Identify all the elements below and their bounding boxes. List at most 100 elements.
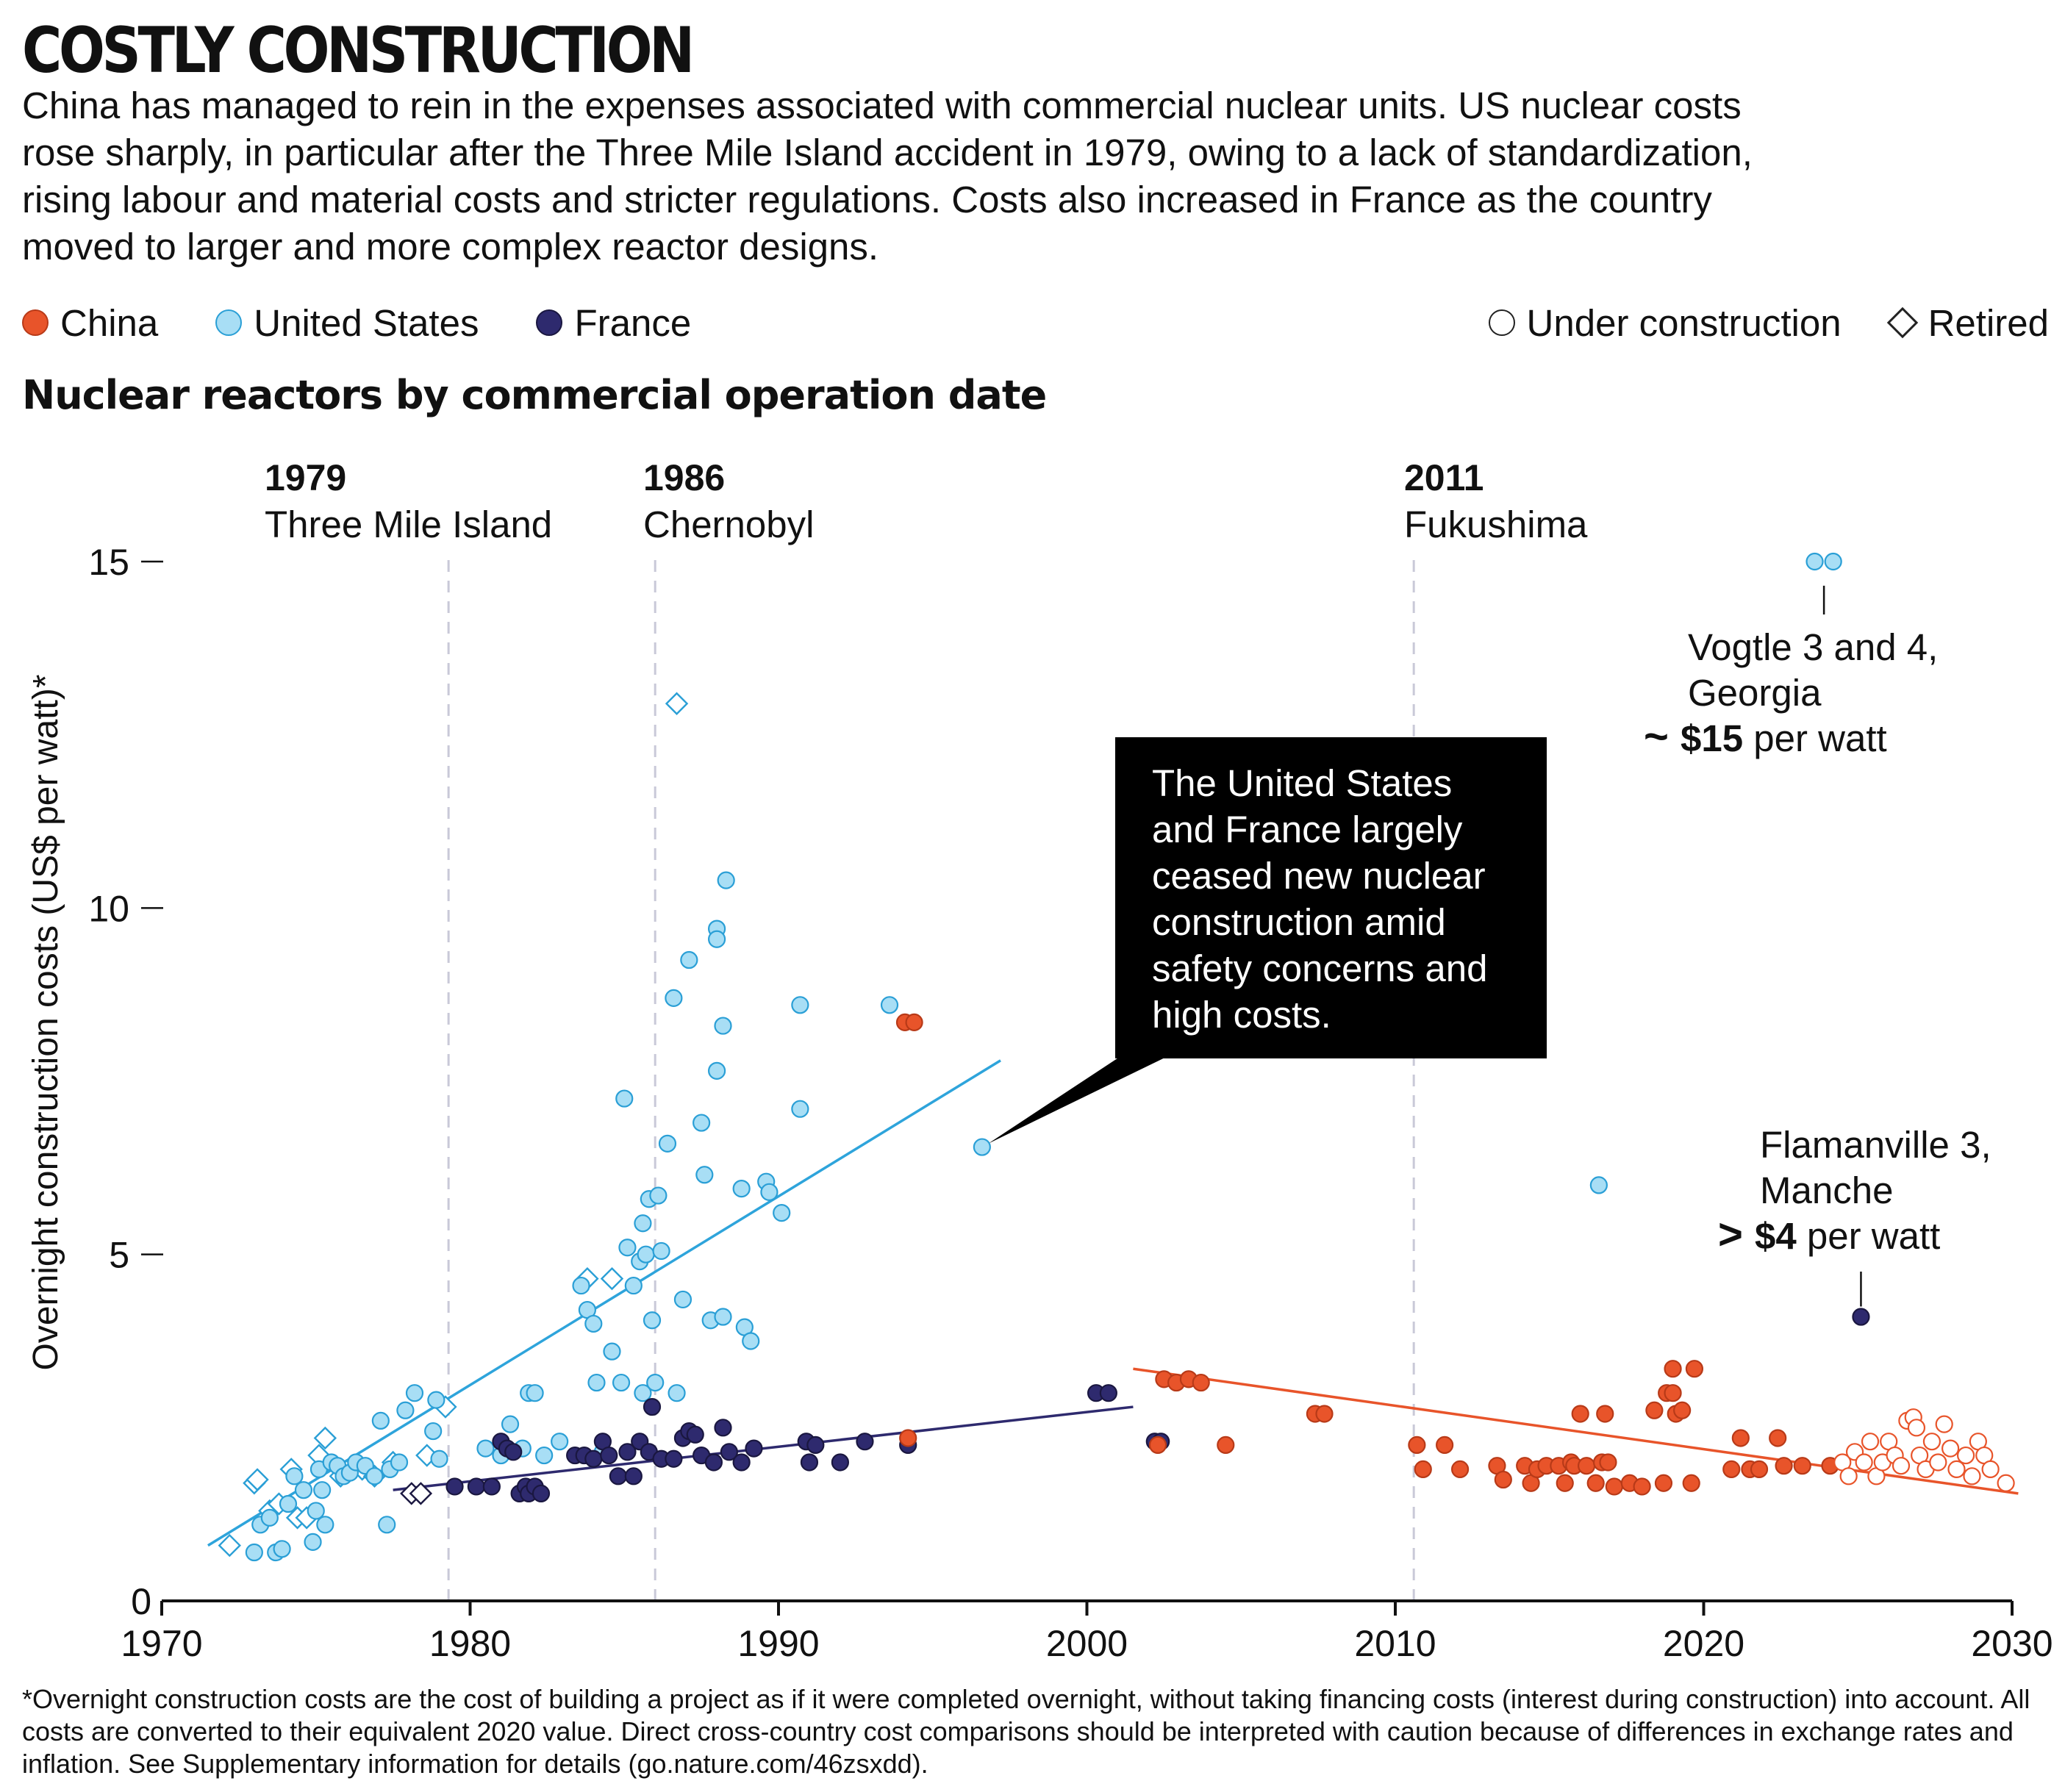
china-point-13 bbox=[1436, 1436, 1454, 1455]
france-point-23 bbox=[665, 1449, 683, 1468]
china-under-construction-point-20 bbox=[1956, 1446, 1975, 1465]
china-point-16 bbox=[1494, 1470, 1512, 1489]
callout-pointer bbox=[988, 1051, 1178, 1144]
china-point-7 bbox=[1192, 1373, 1210, 1392]
us-point-27 bbox=[427, 1391, 445, 1409]
france-point-0 bbox=[445, 1477, 464, 1496]
china-under-construction-point-3 bbox=[1855, 1453, 1873, 1472]
country-legend: China United States France bbox=[22, 297, 748, 348]
x-tick-label-1990: 1990 bbox=[737, 1623, 819, 1664]
us-point-5 bbox=[279, 1494, 298, 1513]
callout-line-0: The United States bbox=[1152, 762, 1452, 804]
vogtle-cost-label: ~ $15 per watt bbox=[1644, 713, 1887, 761]
us-retired-point-0 bbox=[218, 1533, 241, 1558]
us-point-59 bbox=[673, 1290, 692, 1309]
us-point-49 bbox=[634, 1384, 652, 1402]
us-point-8 bbox=[304, 1533, 322, 1551]
us-point-61 bbox=[692, 1114, 711, 1132]
france-point-10 bbox=[532, 1484, 551, 1502]
trendline-china bbox=[1133, 1367, 2019, 1495]
france-point-37 bbox=[856, 1433, 874, 1451]
china-point-27 bbox=[1586, 1474, 1605, 1492]
china-dot-icon bbox=[22, 309, 49, 336]
legend-item-united-states: United States bbox=[215, 301, 479, 345]
france-point-34 bbox=[800, 1453, 819, 1472]
callout-line-3: construction amid bbox=[1152, 901, 1446, 943]
france-point-32 bbox=[745, 1439, 763, 1458]
us-point-36 bbox=[551, 1433, 569, 1451]
us-point-62 bbox=[695, 1166, 714, 1184]
china-under-construction-point-1 bbox=[1839, 1467, 1858, 1485]
france-retired-point-1 bbox=[409, 1482, 433, 1505]
us-point-76 bbox=[791, 996, 809, 1014]
us-point-75 bbox=[773, 1204, 791, 1222]
us-point-65 bbox=[707, 930, 726, 948]
us-point-60 bbox=[680, 950, 698, 970]
france-point-31 bbox=[732, 1453, 751, 1472]
callout-line-2: ceased new nuclear bbox=[1152, 855, 1486, 897]
china-point-41 bbox=[1682, 1474, 1700, 1492]
france-point-43 bbox=[1852, 1308, 1870, 1326]
united-states-dot-icon bbox=[215, 309, 243, 336]
vogtle-label-line-0: Vogtle 3 and 4, bbox=[1688, 626, 1938, 668]
callout-line-1: and France largely bbox=[1152, 809, 1463, 850]
us-point-11 bbox=[313, 1481, 332, 1499]
us-point-35 bbox=[535, 1446, 554, 1465]
us-point-7 bbox=[294, 1481, 313, 1499]
chart-subtitle: China has managed to rein in the expense… bbox=[22, 85, 1753, 268]
china-under-construction-point-9 bbox=[1892, 1457, 1911, 1475]
france-point-40 bbox=[1099, 1384, 1117, 1402]
us-point-28 bbox=[430, 1449, 448, 1468]
china-point-46 bbox=[1750, 1460, 1769, 1478]
china-under-construction-point-17 bbox=[1935, 1415, 1953, 1433]
y-tick-label-10: 10 bbox=[88, 888, 129, 929]
china-point-29 bbox=[1596, 1405, 1614, 1423]
x-tick-label-2000: 2000 bbox=[1046, 1623, 1128, 1664]
us-point-22 bbox=[390, 1453, 409, 1472]
us-point-29 bbox=[476, 1439, 495, 1458]
us-point-42 bbox=[603, 1342, 621, 1361]
event-label-1979: Three Mile Island bbox=[265, 503, 552, 545]
us-point-34 bbox=[526, 1384, 544, 1402]
china-point-26 bbox=[1577, 1457, 1596, 1475]
legend-item-france: France bbox=[536, 301, 691, 345]
china-under-construction-point-12 bbox=[1907, 1419, 1926, 1437]
china-point-11 bbox=[1408, 1436, 1426, 1455]
us-point-25 bbox=[405, 1384, 424, 1402]
us-point-26 bbox=[424, 1422, 443, 1441]
france-point-30 bbox=[720, 1443, 738, 1461]
china-point-10 bbox=[1315, 1405, 1334, 1423]
france-point-28 bbox=[704, 1453, 723, 1472]
us-retired-point-18 bbox=[665, 692, 689, 715]
legend-label-united-states: United States bbox=[254, 301, 479, 344]
callout-box bbox=[1115, 737, 1547, 1058]
us-point-9 bbox=[307, 1502, 325, 1520]
us-point-77 bbox=[791, 1100, 809, 1118]
us-point-23 bbox=[396, 1401, 415, 1419]
x-tick-label-1980: 1980 bbox=[429, 1623, 511, 1664]
us-point-46 bbox=[624, 1276, 643, 1295]
us-point-54 bbox=[649, 1186, 668, 1205]
china-under-construction-point-19 bbox=[1947, 1460, 1966, 1478]
flamanville-label-line-0: Flamanville 3, bbox=[1760, 1124, 1991, 1166]
us-point-78 bbox=[880, 996, 899, 1014]
flamanville-cost-label: > $4 per watt bbox=[1718, 1211, 1940, 1258]
us-point-24 bbox=[378, 1516, 396, 1534]
us-point-69 bbox=[717, 871, 735, 889]
china-point-22 bbox=[1556, 1474, 1574, 1492]
france-point-36 bbox=[831, 1453, 850, 1472]
us-point-66 bbox=[707, 1061, 726, 1080]
us-point-45 bbox=[618, 1239, 637, 1257]
y-tick-label-5: 5 bbox=[109, 1235, 129, 1276]
china-point-1 bbox=[905, 1013, 923, 1031]
y-axis-label: Overnight construction costs (US$ per wa… bbox=[26, 674, 65, 1370]
us-point-56 bbox=[658, 1134, 677, 1153]
china-under-construction-point-15 bbox=[1922, 1433, 1941, 1451]
china-point-3 bbox=[1148, 1436, 1167, 1455]
us-point-67 bbox=[714, 1308, 732, 1326]
china-point-48 bbox=[1775, 1457, 1793, 1475]
us-point-80 bbox=[1589, 1176, 1608, 1194]
us-point-44 bbox=[615, 1089, 634, 1108]
china-under-construction-point-25 bbox=[1997, 1474, 2015, 1492]
us-point-6 bbox=[285, 1467, 304, 1485]
